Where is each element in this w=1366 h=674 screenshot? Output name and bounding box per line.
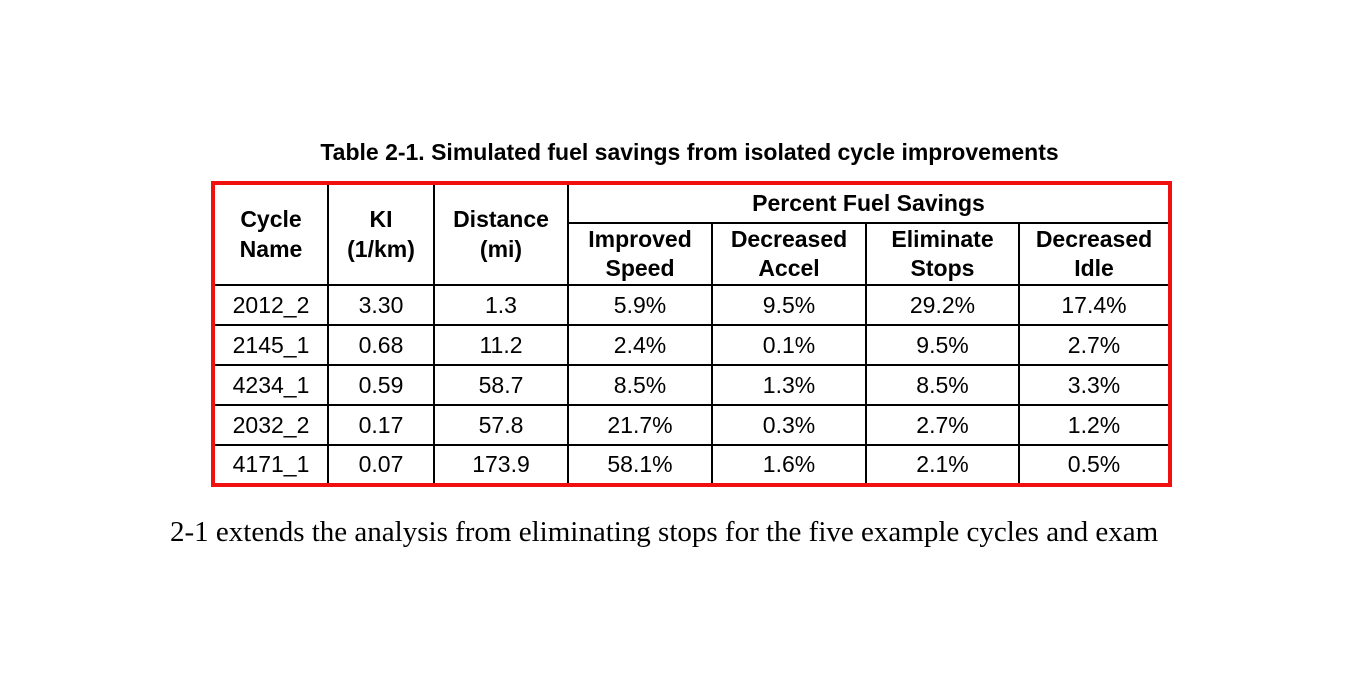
table-cell: 4234_1 [212, 364, 329, 406]
table-cell: 2012_2 [212, 284, 329, 326]
table-cell: 2.1% [865, 444, 1020, 486]
header-line: Stops [910, 255, 975, 281]
table-row: 2032_2 0.17 57.8 21.7% 0.3% 2.7% 1.2% [212, 404, 1171, 446]
table-cell: 2.7% [1018, 324, 1171, 366]
table-cell: 2.7% [865, 404, 1020, 446]
header-line: Idle [1074, 255, 1114, 281]
header-line: (mi) [479, 235, 523, 262]
table-cell: 1.2% [1018, 404, 1171, 446]
table-cell: 17.4% [1018, 284, 1171, 326]
header-line: Decreased [1035, 225, 1153, 252]
table-cell: 173.9 [433, 444, 569, 486]
table-cell: 1.3 [433, 284, 569, 326]
table-cell: 9.5% [865, 324, 1020, 366]
header-line: Name [239, 235, 303, 262]
table-cell: 0.5% [1018, 444, 1171, 486]
table-cell: 29.2% [865, 284, 1020, 326]
table-cell: 2145_1 [212, 324, 329, 366]
header-line: (1/km) [347, 235, 415, 262]
header-line: Speed [605, 255, 675, 281]
column-header-improved-speed: Improved Speed [567, 222, 713, 286]
header-line: Distance [453, 206, 549, 233]
column-header-distance: Distance (mi) [433, 182, 569, 286]
table-cell: 4171_1 [212, 444, 329, 486]
table-cell: 0.59 [327, 364, 435, 406]
table-row: 2012_2 3.30 1.3 5.9% 9.5% 29.2% 17.4% [212, 284, 1171, 326]
table-row: 4234_1 0.59 58.7 8.5% 1.3% 8.5% 3.3% [212, 364, 1171, 406]
table-cell: 21.7% [567, 404, 713, 446]
table-cell: 58.7 [433, 364, 569, 406]
table-cell: 0.17 [327, 404, 435, 446]
header-line: Eliminate [891, 225, 994, 252]
column-header-ki: KI (1/km) [327, 182, 435, 286]
table-cell: 3.3% [1018, 364, 1171, 406]
group-header-percent-fuel-savings: Percent Fuel Savings [567, 182, 1171, 224]
table-row: 2145_1 0.68 11.2 2.4% 0.1% 9.5% 2.7% [212, 324, 1171, 366]
table-cell: 8.5% [865, 364, 1020, 406]
column-header-decreased-accel: Decreased Accel [711, 222, 867, 286]
table-cell: 0.07 [327, 444, 435, 486]
header-line: KI [369, 206, 393, 233]
table-cell: 0.68 [327, 324, 435, 366]
header-line: Decreased [730, 225, 848, 252]
table-cell: 0.1% [711, 324, 867, 366]
table-cell: 8.5% [567, 364, 713, 406]
column-header-decreased-idle: Decreased Idle [1018, 222, 1171, 286]
header-line: Cycle [240, 206, 302, 233]
table-cell: 11.2 [433, 324, 569, 366]
table-cell: 5.9% [567, 284, 713, 326]
header-line: Accel [758, 255, 820, 281]
table-cell: 57.8 [433, 404, 569, 446]
table-cell: 2.4% [567, 324, 713, 366]
body-paragraph-fragment: 2-1 extends the analysis from eliminatin… [170, 516, 1159, 548]
header-row-top: Cycle Name KI (1/km) Distance (mi) Perce… [212, 182, 1171, 286]
fuel-savings-table: Cycle Name KI (1/km) Distance (mi) Perce… [211, 181, 1172, 487]
table-cell: 58.1% [567, 444, 713, 486]
table-row: 4171_1 0.07 173.9 58.1% 1.6% 2.1% 0.5% [212, 444, 1171, 486]
table-caption: Table 2-1. Simulated fuel savings from i… [320, 139, 1059, 165]
column-header-cycle-name: Cycle Name [212, 182, 329, 286]
table-cell: 1.6% [711, 444, 867, 486]
table-cell: 2032_2 [212, 404, 329, 446]
header-line: Improved [588, 225, 692, 252]
table-cell: 0.3% [711, 404, 867, 446]
table-cell: 1.3% [711, 364, 867, 406]
table-cell: 3.30 [327, 284, 435, 326]
table-cell: 9.5% [711, 284, 867, 326]
header-row-sub: Improved Speed Decreased Accel Eliminate… [213, 222, 1171, 286]
column-header-eliminate-stops: Eliminate Stops [865, 222, 1020, 286]
